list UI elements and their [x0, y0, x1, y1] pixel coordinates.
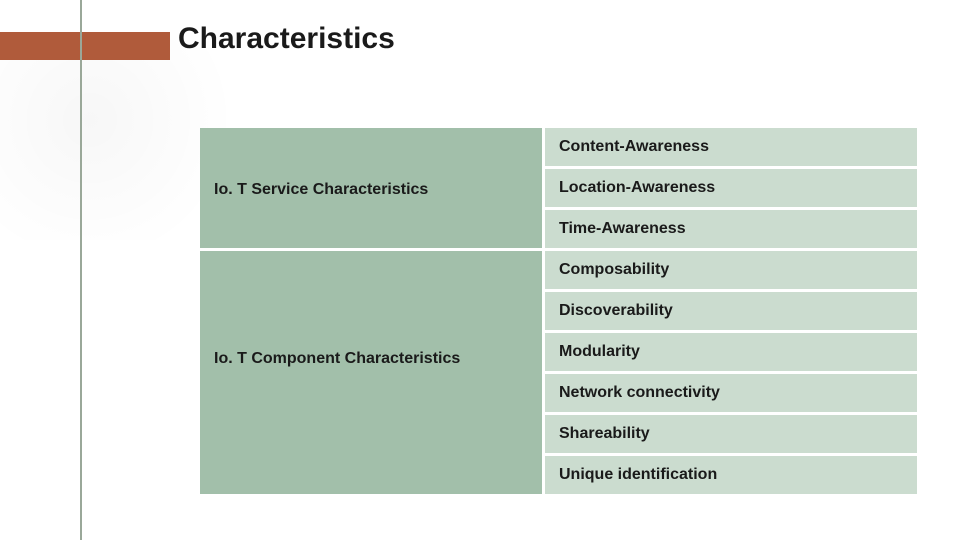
table-row: Unique identification	[200, 456, 920, 497]
table-row: Shareability	[200, 415, 920, 456]
group-label-cell	[200, 292, 545, 333]
item-cell: Discoverability	[545, 292, 920, 333]
group-label-cell	[200, 210, 545, 251]
group-label-cell	[200, 128, 545, 169]
title-accent-bar	[0, 32, 170, 60]
group-label-cell	[200, 456, 545, 497]
table-row: Composability	[200, 251, 920, 292]
group-label-cell: Io. T Service Characteristics	[200, 169, 545, 210]
item-cell: Shareability	[545, 415, 920, 456]
item-cell: Time-Awareness	[545, 210, 920, 251]
table-row: Content-Awareness	[200, 128, 920, 169]
table-row: Io. T Component Characteristics Modulari…	[200, 333, 920, 374]
table-row: Discoverability	[200, 292, 920, 333]
table-row: Time-Awareness	[200, 210, 920, 251]
group-label-cell: Io. T Component Characteristics	[200, 333, 545, 374]
slide-title: Characteristics	[178, 22, 395, 56]
table-row: Io. T Service Characteristics Location-A…	[200, 169, 920, 210]
item-cell: Network connectivity	[545, 374, 920, 415]
item-cell: Modularity	[545, 333, 920, 374]
item-cell: Composability	[545, 251, 920, 292]
item-cell: Unique identification	[545, 456, 920, 497]
decorative-vertical-line	[80, 0, 82, 540]
group-label-cell	[200, 415, 545, 456]
item-cell: Content-Awareness	[545, 128, 920, 169]
table-row: Network connectivity	[200, 374, 920, 415]
characteristics-table: Content-Awareness Io. T Service Characte…	[200, 128, 920, 497]
group-label-cell	[200, 251, 545, 292]
group-label-cell	[200, 374, 545, 415]
item-cell: Location-Awareness	[545, 169, 920, 210]
